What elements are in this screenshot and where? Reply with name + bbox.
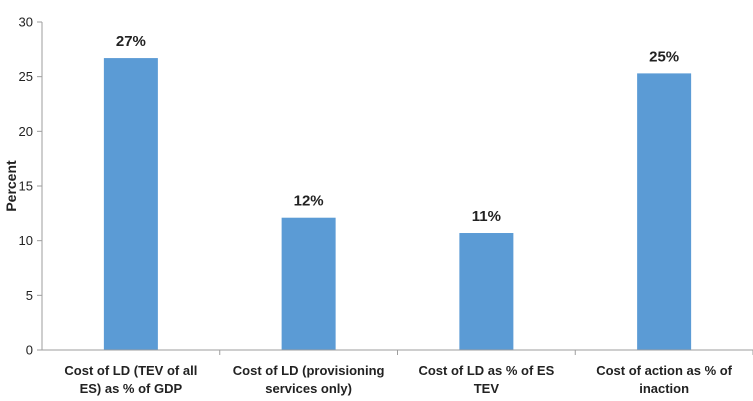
y-tick-label: 30 — [19, 15, 33, 30]
bar-data-label: 25% — [649, 48, 679, 65]
y-tick-label: 0 — [26, 343, 33, 358]
y-tick-label: 10 — [19, 233, 33, 248]
y-tick-label: 15 — [19, 179, 33, 194]
bar — [459, 233, 514, 350]
bar-data-label: 11% — [472, 208, 501, 225]
y-axis-label: Percent — [3, 160, 19, 212]
x-tick-label: Cost of LD (provisioning services only) — [233, 363, 385, 396]
bar-data-label: 12% — [294, 193, 324, 210]
bar — [103, 58, 158, 351]
data-labels: 27% 12% 11% 25% — [116, 33, 679, 225]
x-tick-label: Cost of action as % of inaction — [596, 363, 732, 396]
bar — [637, 73, 692, 351]
y-tick-label: 20 — [19, 124, 33, 139]
y-tick-label: 25 — [19, 69, 33, 84]
bars — [103, 58, 692, 351]
bar-data-label: 27% — [116, 33, 146, 50]
y-tick-label: 5 — [26, 288, 33, 303]
y-axis-ticks: 0 5 10 15 20 25 30 — [19, 15, 42, 358]
x-tick-label: Cost of LD (TEV of all ES) as % of GDP — [64, 363, 197, 396]
x-axis-tick-labels: Cost of LD (TEV of all ES) as % of GDP Cos… — [64, 350, 753, 396]
bar — [281, 217, 336, 350]
x-tick-label: Cost of LD as % of ES TEV — [418, 363, 554, 396]
